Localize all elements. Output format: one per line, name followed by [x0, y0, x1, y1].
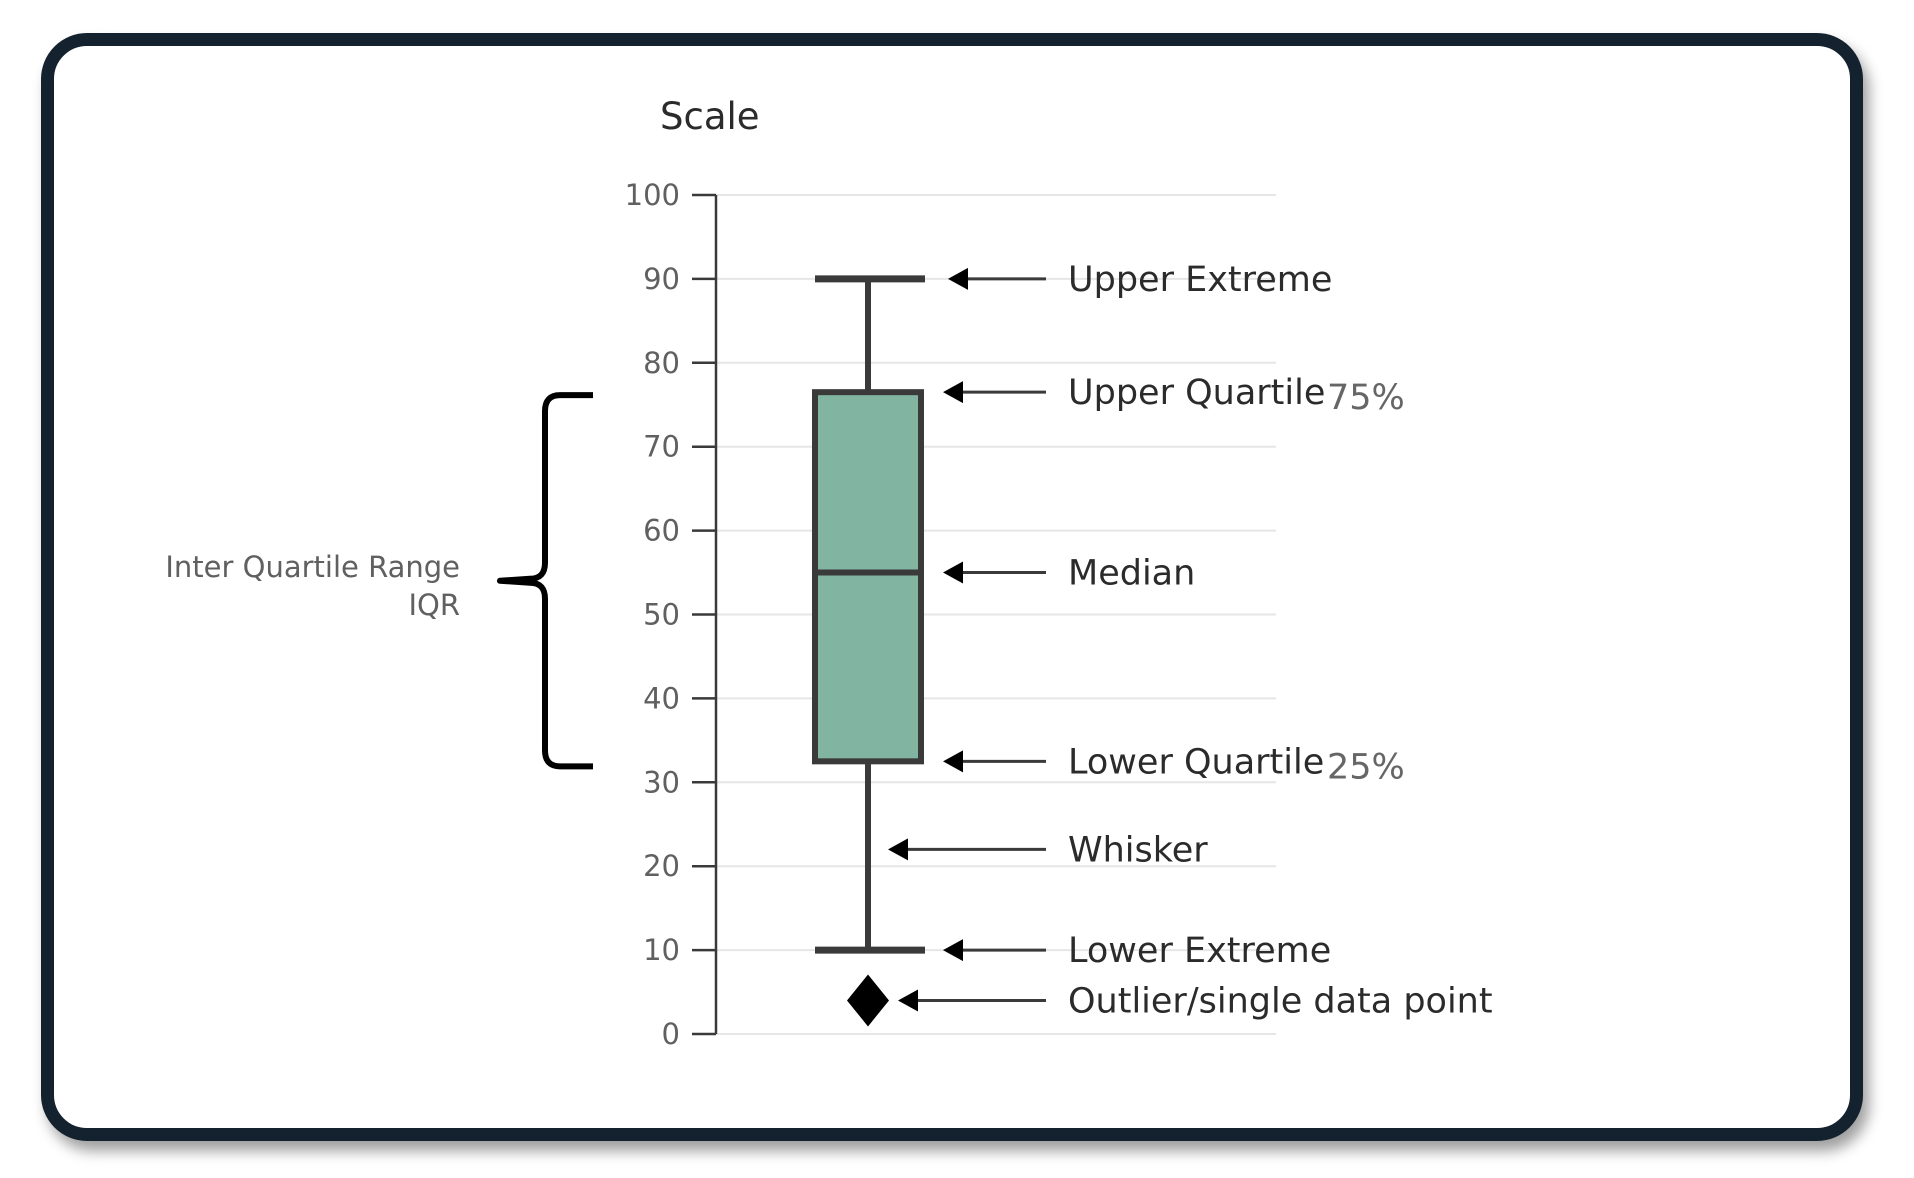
arrowhead [948, 267, 968, 290]
y-tick-label: 10 [643, 933, 680, 967]
outlier-marker [847, 974, 889, 1027]
annotation-label: Lower Extreme [1068, 931, 1331, 971]
percentile-label: 75% [1327, 378, 1405, 418]
annotation-label: Upper Quartile [1068, 373, 1325, 413]
y-tick-label: 80 [643, 346, 680, 380]
box-plot [812, 275, 925, 1027]
iqr-box [812, 389, 924, 765]
axis-title: Scale [660, 95, 760, 138]
annotation-label: Upper Extreme [1068, 260, 1332, 300]
arrowhead [943, 561, 963, 584]
iqr-bracket-group: Inter Quartile Range IQR [165, 392, 593, 770]
annotation-label: Whisker [1068, 830, 1208, 870]
iqr-brace [497, 392, 593, 770]
y-tick-label: 30 [643, 765, 680, 799]
arrowhead [888, 838, 908, 861]
annotation-label: Lower Quartile [1068, 742, 1324, 782]
diagram-frame [41, 33, 1863, 1141]
y-tick-label: 20 [643, 849, 680, 883]
y-tick-label: 70 [643, 430, 680, 464]
arrowhead [898, 989, 918, 1012]
y-tick-label: 90 [643, 262, 680, 296]
percentile-label: 25% [1327, 747, 1405, 787]
gridlines [716, 194, 1276, 1035]
y-tick-label: 100 [625, 178, 680, 212]
iqr-label-line2: IQR [408, 588, 460, 622]
annotation-label: Outlier/single data point [1068, 981, 1493, 1021]
arrowhead [943, 750, 963, 773]
y-tick-label: 50 [643, 598, 680, 632]
annotation-label: Median [1068, 554, 1195, 594]
y-tick-label: 60 [643, 514, 680, 548]
y-axis: 0 10 20 30 40 50 60 70 80 90 100 [625, 178, 718, 1051]
y-tick-label: 40 [643, 681, 680, 715]
arrowhead [943, 381, 963, 404]
iqr-label-line1: Inter Quartile Range [165, 550, 460, 584]
annotations: Upper Extreme Upper Quartile 75% Median Lowe… [888, 260, 1493, 1021]
y-tick-label: 0 [662, 1017, 680, 1051]
arrowhead [943, 939, 963, 962]
